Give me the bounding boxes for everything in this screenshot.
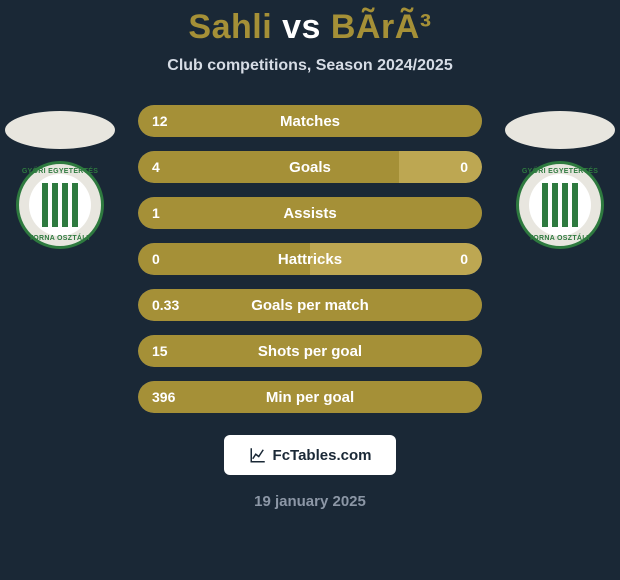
club-badge-text-bottom: TORNA OSZTÁLY: [529, 235, 591, 242]
player2-avatar-slot: GYŐRI EGYETÉRTÉS TORNA OSZTÁLY: [500, 105, 620, 249]
stat-row: 4Goals0: [138, 151, 482, 183]
main-area: GYŐRI EGYETÉRTÉS TORNA OSZTÁLY GYŐRI EGY…: [0, 105, 620, 580]
club-badge-text-bottom: TORNA OSZTÁLY: [29, 235, 91, 242]
branding-badge: FcTables.com: [224, 435, 396, 475]
title-player1: Sahli: [188, 8, 272, 46]
stat-value-left: 1: [138, 205, 198, 221]
stat-value-left: 396: [138, 389, 198, 405]
stat-row: 0Hattricks0: [138, 243, 482, 275]
stat-value-right: 0: [422, 251, 482, 267]
title-player2: BÃ­rÃ³: [331, 8, 432, 46]
stat-label: Min per goal: [198, 389, 422, 406]
branding-text: FcTables.com: [273, 447, 372, 464]
player2-club-badge: GYŐRI EGYETÉRTÉS TORNA OSZTÁLY: [516, 161, 604, 249]
player1-avatar-slot: GYŐRI EGYETÉRTÉS TORNA OSZTÁLY: [0, 105, 120, 249]
stat-row: 12Matches: [138, 105, 482, 137]
stat-label: Goals: [198, 159, 422, 176]
club-stripes-icon: [38, 183, 82, 227]
club-stripes-icon: [538, 183, 582, 227]
stat-row: 1Assists: [138, 197, 482, 229]
page-title: Sahli vs BÃ­rÃ³: [188, 8, 431, 47]
stats-bars: 12Matches4Goals01Assists0Hattricks00.33G…: [138, 105, 482, 413]
stat-value-left: 0: [138, 251, 198, 267]
content-root: Sahli vs BÃ­rÃ³ Club competitions, Seaso…: [0, 0, 620, 580]
stat-label: Matches: [198, 113, 422, 130]
stat-row: 396Min per goal: [138, 381, 482, 413]
stat-value-left: 15: [138, 343, 198, 359]
date-label: 19 january 2025: [0, 493, 620, 510]
stat-value-left: 12: [138, 113, 198, 129]
club-badge-inner: [529, 174, 591, 236]
stat-row: 15Shots per goal: [138, 335, 482, 367]
title-vs: vs: [282, 8, 321, 46]
stat-label: Shots per goal: [198, 343, 422, 360]
stat-label: Goals per match: [198, 297, 422, 314]
stat-label: Hattricks: [198, 251, 422, 268]
stat-value-left: 0.33: [138, 297, 198, 313]
player1-club-badge: GYŐRI EGYETÉRTÉS TORNA OSZTÁLY: [16, 161, 104, 249]
stat-label: Assists: [198, 205, 422, 222]
player2-avatar-placeholder: [505, 111, 615, 149]
player1-avatar-placeholder: [5, 111, 115, 149]
stat-value-right: 0: [422, 159, 482, 175]
stat-value-left: 4: [138, 159, 198, 175]
club-badge-inner: [29, 174, 91, 236]
stat-row: 0.33Goals per match: [138, 289, 482, 321]
subtitle: Club competitions, Season 2024/2025: [167, 57, 452, 75]
chart-icon: [249, 446, 267, 464]
